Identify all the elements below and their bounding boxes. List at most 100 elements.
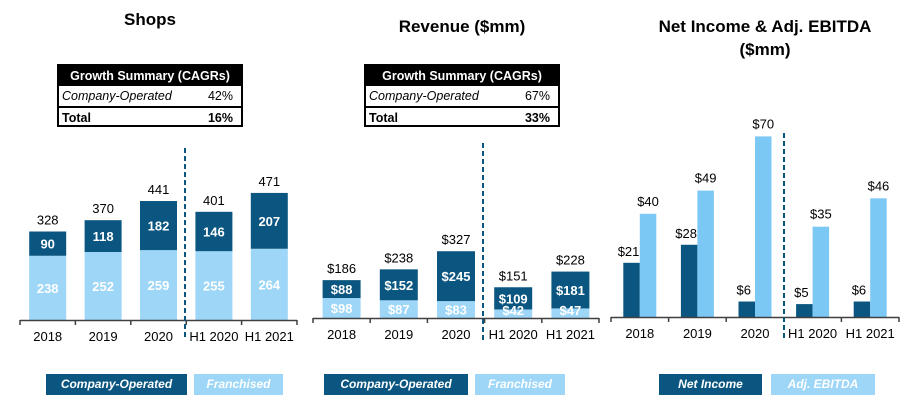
revenue-chart: $98 $88 $186 2018 $87 $152 $238 2019 $83 $245 $327…	[312, 143, 600, 342]
bar-adj-ebitda	[755, 136, 772, 317]
data-label-total: 370	[92, 201, 114, 216]
data-label-net-income: $6	[852, 283, 866, 298]
data-label-company-operated: 207	[258, 214, 280, 229]
data-label-franchised: $87	[388, 302, 410, 317]
ni-ebitda-chart: $21 $40 2018 $28 $49 2019 $6 $70 2020 $5 $35 H1 202…	[610, 116, 900, 341]
revenue-legend-company-operated: Company-Operated	[324, 374, 468, 395]
ni-ebitda-title: Net Income & Adj. EBITDA ($mm)	[630, 15, 900, 61]
x-tick-label: H1 2020	[189, 329, 238, 344]
x-tick-label: H1 2021	[245, 329, 294, 344]
growth-row-total: Total 33%	[366, 108, 558, 128]
data-label-company-operated: $245	[442, 269, 471, 284]
bar-company-operated	[195, 211, 233, 252]
bar-franchised	[379, 300, 418, 318]
x-tick-label: 2018	[327, 327, 356, 342]
x-tick-label: 2019	[683, 326, 712, 341]
growth-row-total: Total 16%	[59, 108, 241, 128]
x-tick-label: H1 2021	[546, 327, 595, 342]
bar-franchised	[437, 301, 475, 318]
data-label-adj-ebitda: $46	[868, 178, 890, 193]
ni-legend-adj-ebitda: Adj. EBITDA	[771, 374, 875, 395]
data-label-company-operated: 90	[40, 237, 54, 252]
bar-net-income	[738, 301, 755, 317]
ni-ebitda-title-line2: ($mm)	[739, 40, 791, 59]
growth-row-label: Total	[62, 111, 91, 125]
data-label-total: 401	[203, 193, 225, 208]
growth-row-company-operated: Company-Operated 42%	[59, 86, 241, 108]
data-label-company-operated: $181	[556, 283, 585, 298]
data-label-company-operated: $109	[499, 291, 528, 306]
x-tick-label: 2018	[625, 326, 654, 341]
ni-ebitda-title-line1: Net Income & Adj. EBITDA	[658, 17, 872, 36]
x-tick-label: 2020	[741, 326, 770, 341]
data-label-company-operated: $152	[384, 278, 413, 293]
bar-franchised	[140, 250, 177, 320]
bar-company-operated	[494, 287, 533, 310]
growth-row-value: 67%	[524, 89, 550, 103]
data-label-total: 441	[148, 182, 170, 197]
data-label-total: $151	[499, 268, 528, 283]
bar-company-operated	[551, 271, 590, 309]
data-label-net-income: $6	[737, 283, 751, 298]
growth-row-company-operated: Company-Operated 67%	[366, 86, 558, 108]
shops-growth-summary: Growth Summary (CAGRs) Company-Operated …	[57, 64, 243, 127]
data-label-total: 328	[37, 213, 59, 228]
data-label-adj-ebitda: $70	[752, 116, 774, 131]
bar-company-operated	[379, 269, 418, 301]
data-label-franchised: 252	[92, 279, 114, 294]
bar-franchised	[195, 251, 233, 320]
bar-franchised	[494, 309, 533, 318]
bar-net-income	[853, 301, 871, 317]
data-label-franchised: 238	[37, 281, 59, 296]
ni-legend-net-income: Net Income	[659, 374, 762, 395]
data-label-adj-ebitda: $40	[637, 194, 659, 209]
data-label-total: $327	[442, 232, 471, 247]
x-tick-label: 2020	[144, 329, 173, 344]
bar-company-operated	[250, 192, 288, 249]
revenue-title: Revenue ($mm)	[398, 17, 526, 36]
bar-net-income	[796, 304, 813, 317]
data-label-net-income: $5	[794, 285, 808, 300]
growth-row-label: Company-Operated	[62, 89, 172, 103]
shops-legend-company-operated: Company-Operated	[46, 374, 187, 395]
bar-net-income	[623, 262, 640, 317]
x-tick-label: 2020	[442, 327, 471, 342]
bar-adj-ebitda	[812, 226, 830, 317]
bar-net-income	[680, 244, 698, 317]
growth-row-value: 42%	[207, 89, 233, 103]
data-label-franchised: $42	[502, 303, 524, 318]
data-label-company-operated: $88	[331, 282, 353, 297]
data-label-franchised: 255	[203, 279, 225, 294]
bar-franchised	[322, 298, 361, 318]
bar-adj-ebitda	[697, 190, 714, 317]
growth-summary-header: Growth Summary (CAGRs)	[366, 66, 558, 86]
bar-franchised	[84, 252, 122, 320]
x-tick-label: 2019	[384, 327, 413, 342]
x-tick-label: 2019	[89, 329, 118, 344]
data-label-net-income: $28	[675, 226, 697, 241]
revenue-legend-franchised: Franchised	[475, 374, 565, 395]
growth-row-label: Company-Operated	[369, 89, 479, 103]
data-label-franchised: 259	[148, 278, 170, 293]
x-tick-label: H1 2020	[489, 327, 538, 342]
growth-row-label: Total	[369, 111, 398, 125]
data-label-company-operated: 118	[93, 229, 114, 244]
bar-company-operated	[322, 280, 361, 299]
growth-row-value: 16%	[207, 111, 233, 125]
data-label-franchised: $98	[331, 301, 353, 316]
bar-company-operated	[140, 201, 177, 251]
x-tick-label: H1 2020	[788, 326, 837, 341]
bar-adj-ebitda	[870, 198, 887, 317]
data-label-total: 471	[258, 174, 280, 189]
data-label-franchised: $47	[560, 303, 582, 318]
shops-legend-franchised: Franchised	[194, 374, 283, 395]
bar-company-operated	[29, 231, 67, 256]
data-label-total: $186	[327, 261, 356, 276]
data-label-franchised: 264	[258, 277, 280, 292]
data-label-franchised: $83	[445, 303, 467, 318]
revenue-growth-summary: Growth Summary (CAGRs) Company-Operated …	[364, 64, 560, 127]
x-tick-label: 2018	[33, 329, 62, 344]
data-label-net-income: $21	[618, 244, 640, 259]
bar-adj-ebitda	[639, 213, 657, 317]
